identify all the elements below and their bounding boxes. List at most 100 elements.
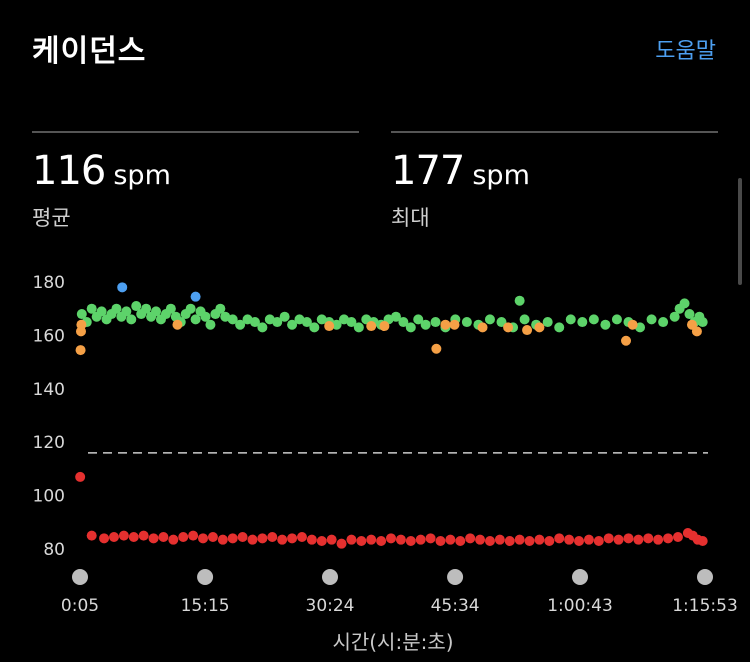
data-point <box>96 306 107 317</box>
data-point <box>435 535 446 546</box>
data-point <box>86 303 97 314</box>
data-point <box>75 345 86 356</box>
average-unit: spm <box>113 160 171 191</box>
data-point <box>301 317 312 328</box>
data-point <box>390 311 401 322</box>
data-point <box>306 534 317 545</box>
data-point <box>611 314 622 325</box>
data-point <box>413 314 424 325</box>
data-point <box>658 317 669 328</box>
data-point <box>503 322 514 333</box>
page-title: 케이던스 <box>32 34 147 69</box>
data-point <box>593 535 604 546</box>
y-tick-label: 100 <box>33 487 65 507</box>
data-point <box>679 298 690 309</box>
scrollbar[interactable] <box>738 178 742 285</box>
data-point <box>227 533 238 544</box>
data-point <box>336 538 347 549</box>
data-point <box>172 319 183 330</box>
data-point <box>99 533 110 544</box>
x-tick-label: 0:05 <box>61 596 99 616</box>
data-point <box>190 314 201 325</box>
data-point <box>227 314 238 325</box>
data-point <box>603 533 614 544</box>
data-point <box>398 317 409 328</box>
help-link[interactable]: 도움말 <box>655 39 716 64</box>
data-point <box>564 534 575 545</box>
x-tick-marker <box>197 569 214 585</box>
data-point <box>583 534 594 545</box>
max-label: 최대 <box>391 206 430 230</box>
data-point <box>346 317 357 328</box>
data-point <box>277 534 288 545</box>
data-point <box>621 335 632 346</box>
x-tick-marker <box>72 569 88 585</box>
data-point <box>309 322 320 333</box>
data-point <box>697 535 708 546</box>
data-point <box>565 314 576 325</box>
x-tick-label: 45:34 <box>431 596 480 616</box>
data-point <box>249 317 260 328</box>
data-point <box>420 319 431 330</box>
data-point <box>613 534 624 545</box>
data-point <box>465 533 476 544</box>
data-point <box>379 321 390 332</box>
x-tick-label: 15:15 <box>181 596 230 616</box>
data-point <box>185 303 196 314</box>
data-point <box>76 319 87 330</box>
data-point <box>207 531 218 542</box>
data-point <box>425 533 436 544</box>
average-value: 116 spm <box>32 148 171 194</box>
data-point <box>544 535 555 546</box>
data-point <box>326 534 337 545</box>
data-point <box>353 322 364 333</box>
y-tick-label: 80 <box>43 540 65 560</box>
data-point <box>653 534 664 545</box>
data-point <box>430 317 441 328</box>
data-point <box>643 533 654 544</box>
data-point <box>542 317 553 328</box>
x-tick-label: 1:00:43 <box>547 596 613 616</box>
data-point <box>405 535 416 546</box>
data-point <box>331 319 342 330</box>
data-point <box>128 531 139 542</box>
data-point <box>257 322 268 333</box>
data-point <box>455 535 466 546</box>
data-point <box>691 326 702 337</box>
data-point <box>504 535 515 546</box>
data-point <box>672 531 683 542</box>
data-point <box>405 322 416 333</box>
data-point <box>600 319 611 330</box>
data-point <box>554 322 565 333</box>
data-point <box>534 322 545 333</box>
data-point <box>477 322 488 333</box>
max-stat: 177 spm 최대 <box>391 131 718 232</box>
data-point <box>121 306 132 317</box>
data-point <box>697 317 708 328</box>
data-point <box>415 534 426 545</box>
data-point <box>588 314 599 325</box>
data-point <box>126 314 137 325</box>
data-point <box>287 319 298 330</box>
data-point <box>554 533 565 544</box>
data-point <box>272 317 283 328</box>
data-point <box>431 343 442 354</box>
data-point <box>646 314 657 325</box>
data-point <box>376 535 387 546</box>
data-point <box>440 319 451 330</box>
data-point <box>684 309 695 320</box>
data-point <box>287 533 298 544</box>
data-point <box>76 309 87 320</box>
data-point <box>158 531 169 542</box>
data-point <box>484 314 495 325</box>
max-unit: spm <box>472 160 530 191</box>
data-point <box>111 303 122 314</box>
data-point <box>151 306 162 317</box>
data-point <box>237 531 248 542</box>
data-point <box>577 317 588 328</box>
x-tick-marker <box>447 569 464 585</box>
data-point <box>534 534 545 545</box>
data-point <box>296 531 307 542</box>
data-point <box>190 291 201 302</box>
data-point <box>165 303 176 314</box>
